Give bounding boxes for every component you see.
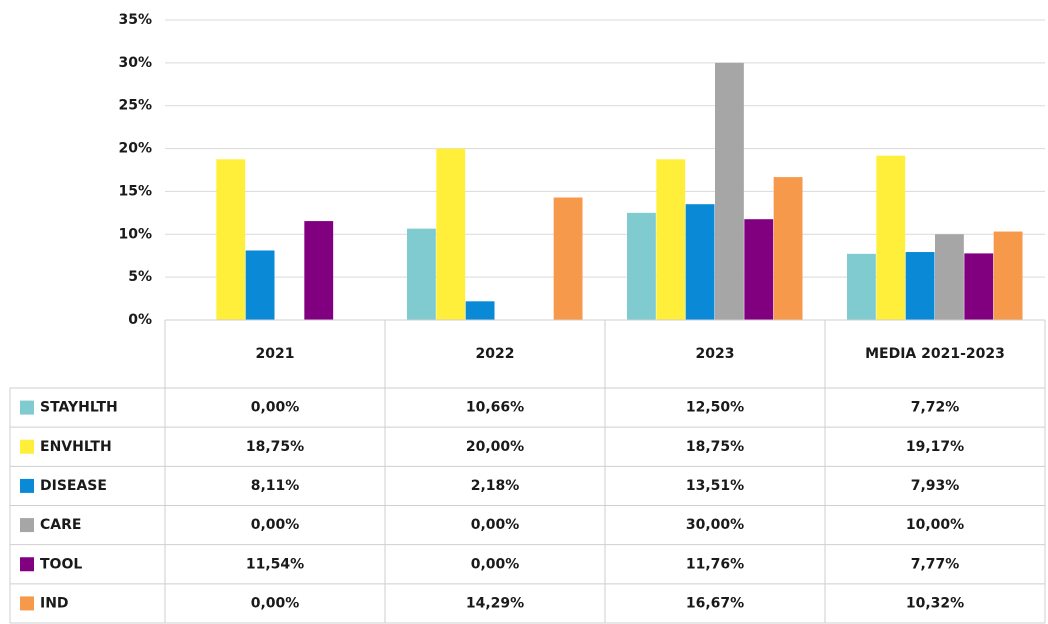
data-label: 7,72% (911, 400, 960, 416)
data-label: 19,17% (906, 439, 964, 455)
data-label: 11,76% (686, 556, 744, 572)
bar (935, 234, 964, 320)
data-label: 30,00% (686, 517, 744, 533)
y-tick-label: 10% (118, 226, 152, 242)
x-tick-label: 2022 (476, 346, 515, 362)
bar (436, 148, 466, 320)
legend-swatch (20, 400, 34, 415)
x-tick-label: 2023 (696, 346, 735, 362)
data-label: 7,77% (911, 556, 960, 572)
data-label: 0,00% (251, 400, 300, 416)
bar (465, 301, 495, 320)
data-label: 0,00% (471, 517, 520, 533)
legend-label: STAYHLTH (40, 400, 118, 416)
bar (993, 231, 1023, 320)
bar (964, 253, 994, 320)
y-tick-label: 25% (118, 98, 152, 114)
bar (905, 252, 935, 320)
bar (744, 219, 774, 320)
data-label: 10,66% (466, 400, 524, 416)
data-label: 18,75% (246, 439, 304, 455)
bar (627, 212, 656, 320)
legend-label: IND (40, 595, 69, 611)
legend-swatch (20, 478, 34, 493)
data-label: 12,50% (686, 400, 744, 416)
legend-swatch (20, 557, 34, 572)
data-label: 10,00% (906, 517, 964, 533)
bar (656, 159, 686, 320)
data-label: 7,93% (911, 478, 960, 494)
bar (876, 155, 906, 320)
bar (245, 250, 275, 320)
data-label: 10,32% (906, 595, 964, 611)
y-tick-label: 5% (128, 269, 152, 285)
bar (715, 62, 744, 320)
bar (553, 197, 583, 320)
data-label: 14,29% (466, 595, 524, 611)
y-tick-label: 0% (128, 312, 152, 328)
bar (407, 228, 436, 320)
legend-swatch (20, 439, 34, 454)
legend-label: ENVHLTH (40, 439, 112, 455)
legend-label: DISEASE (40, 478, 107, 494)
x-tick-label: 2021 (256, 346, 295, 362)
y-tick-label: 30% (118, 55, 152, 71)
data-label: 18,75% (686, 439, 744, 455)
bar (847, 253, 876, 320)
data-label: 20,00% (466, 439, 524, 455)
data-label: 16,67% (686, 595, 744, 611)
legend-swatch (20, 518, 34, 533)
data-label: 0,00% (251, 595, 300, 611)
data-label: 13,51% (686, 478, 744, 494)
y-tick-label: 15% (118, 183, 152, 199)
x-tick-label: MEDIA 2021-2023 (865, 346, 1005, 362)
bar (773, 177, 803, 320)
legend-label: CARE (40, 517, 81, 533)
y-tick-label: 20% (118, 141, 152, 157)
data-label: 2,18% (471, 478, 520, 494)
data-label: 8,11% (251, 478, 300, 494)
legend-label: TOOL (40, 556, 82, 572)
bar (304, 221, 334, 320)
bar (216, 159, 246, 320)
data-label: 0,00% (251, 517, 300, 533)
bar (685, 204, 715, 320)
legend-swatch (20, 596, 34, 611)
y-tick-label: 35% (118, 12, 152, 28)
data-label: 11,54% (246, 556, 304, 572)
data-label: 0,00% (471, 556, 520, 572)
